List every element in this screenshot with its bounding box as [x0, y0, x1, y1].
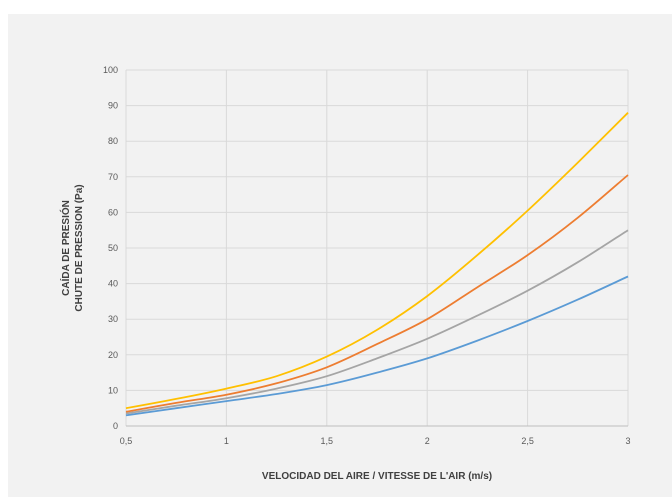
y-tick-label: 90 [108, 101, 118, 111]
series-line-3 [125, 174, 629, 413]
x-axis-title: VELOCIDAD DEL AIRE / VITESSE DE L'AIR (m… [262, 471, 492, 482]
series-line-4 [125, 112, 629, 410]
tick-labels: 0 10 20 30 40 50 60 70 80 90 100 0,5 1 1,5 2 2,5 3 [103, 65, 631, 446]
y-tick-label: 10 [108, 385, 118, 395]
x-tick-label: 3 [625, 436, 630, 446]
y-axis-title-line-2: CHUTE DE PRESSION (Pa) [74, 184, 85, 311]
y-tick-label: 20 [108, 350, 118, 360]
y-tick-label: 50 [108, 243, 118, 253]
y-tick-label: 60 [108, 207, 118, 217]
y-tick-label: 0 [113, 421, 118, 431]
x-tick-label: 2,5 [521, 436, 534, 446]
x-tick-label: 2 [425, 436, 430, 446]
y-tick-label: 80 [108, 136, 118, 146]
series-line-1 [125, 275, 629, 417]
y-tick-label: 100 [103, 65, 118, 75]
y-axis-title-line-1: CAÍDA DE PRESIÓN [59, 200, 72, 296]
y-tick-label: 40 [108, 279, 118, 289]
chart-panel: 0 10 20 30 40 50 60 70 80 90 100 0,5 1 1,5 2 2,5 3 VELOC… [8, 14, 672, 497]
series-line-2 [125, 229, 629, 415]
y-tick-label: 70 [108, 172, 118, 182]
series-lines [125, 112, 629, 417]
x-tick-label: 1,5 [321, 436, 334, 446]
x-tick-label: 0,5 [120, 436, 133, 446]
pressure-drop-chart: 0 10 20 30 40 50 60 70 80 90 100 0,5 1 1,5 2 2,5 3 VELOC… [59, 65, 631, 482]
x-tick-label: 1 [224, 436, 229, 446]
y-tick-label: 30 [108, 314, 118, 324]
